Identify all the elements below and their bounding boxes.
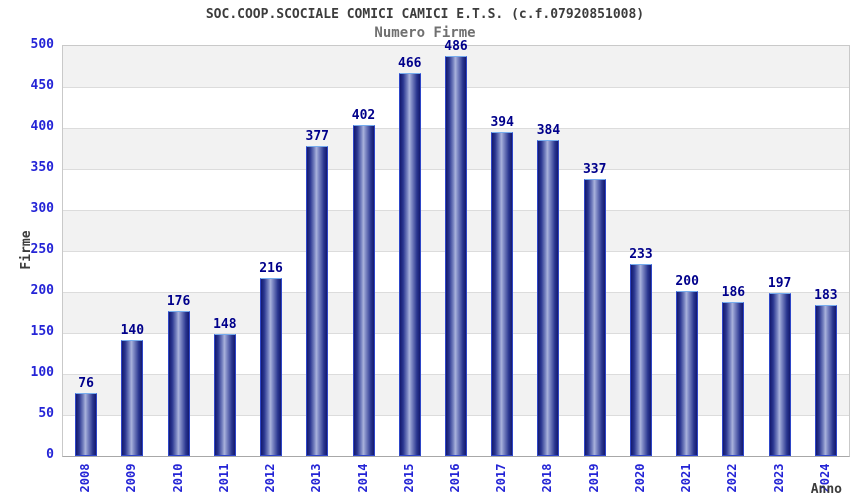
bar-value-label: 216 [259,260,283,276]
bar-value-label: 233 [629,246,653,262]
x-tick-2022: 2022 [725,463,740,493]
bar-value-label: 176 [166,293,191,309]
chart-subtitle: Numero Firme [374,25,476,41]
x-tick-2023: 2023 [771,463,786,493]
bar-value-label: 377 [305,128,330,144]
bar-value-label: 76 [78,375,94,391]
x-tick-2017: 2017 [494,463,509,493]
x-tick-2019: 2019 [586,463,601,493]
y-tick-300: 300 [30,201,54,216]
bar-2012 [260,277,283,456]
bar-2010 [167,310,190,456]
x-tick-2014: 2014 [355,463,370,493]
bar-2011 [213,333,236,456]
bar-2018 [537,140,560,456]
bar-2008 [75,392,98,456]
y-tick-400: 400 [30,119,54,134]
bar-2024 [814,304,837,456]
bar-2015 [398,72,421,456]
x-tick-2010: 2010 [170,463,185,493]
plot-area: 76 140 176 148 216 377 402 466 486 394 384 337 233 20… [62,39,850,457]
y-tick-250: 250 [30,242,54,257]
bar-2023 [768,293,791,456]
y-tick-150: 150 [30,324,54,339]
y-tick-350: 350 [30,160,54,175]
bar-value-label: 402 [351,108,376,124]
bar-value-label: 197 [767,276,792,292]
x-tick-2008: 2008 [78,463,93,493]
x-tick-2020: 2020 [632,463,647,493]
y-axis-label: Firme [18,230,34,270]
bar-2013 [306,145,329,456]
y-tick-100: 100 [30,365,54,380]
bar-value-label: 466 [398,55,422,71]
bar-2021 [676,291,699,456]
bar-value-label: 148 [213,316,237,332]
bar-2020 [629,263,652,456]
x-tick-2018: 2018 [540,463,555,493]
y-tick-450: 450 [30,78,54,93]
bar-value-label: 337 [582,161,607,177]
x-tick-2015: 2015 [401,463,416,493]
x-tick-2021: 2021 [679,463,694,493]
x-tick-2016: 2016 [448,463,462,493]
x-tick-2009: 2009 [124,463,139,493]
bar-2009 [121,340,144,456]
bar-value-label: 384 [536,123,561,139]
bar-2014 [352,125,375,456]
y-tick-200: 200 [30,283,54,298]
bar-value-label: 140 [120,323,145,339]
y-tick-50: 50 [38,406,54,421]
bar-value-label: 486 [444,39,468,55]
x-axis-label: Anno [810,482,842,497]
bar-value-label: 200 [675,274,699,289]
y-tick-0: 0 [46,447,54,462]
x-tick-2011: 2011 [216,463,231,493]
bar-2022 [722,302,745,456]
bar-value-label: 394 [490,114,514,130]
y-tick-500: 500 [30,37,54,52]
bar-2019 [583,178,606,456]
bar-2016 [445,56,467,456]
bar-value-label: 186 [721,285,746,301]
x-tick-2013: 2013 [309,463,324,493]
chart-title: SOC.COOP.SCOCIALE COMICI CAMICI E.T.S. (… [205,7,645,22]
x-tick-2012: 2012 [263,463,278,493]
bar-2017 [491,131,514,456]
bar-value-label: 183 [814,287,838,303]
